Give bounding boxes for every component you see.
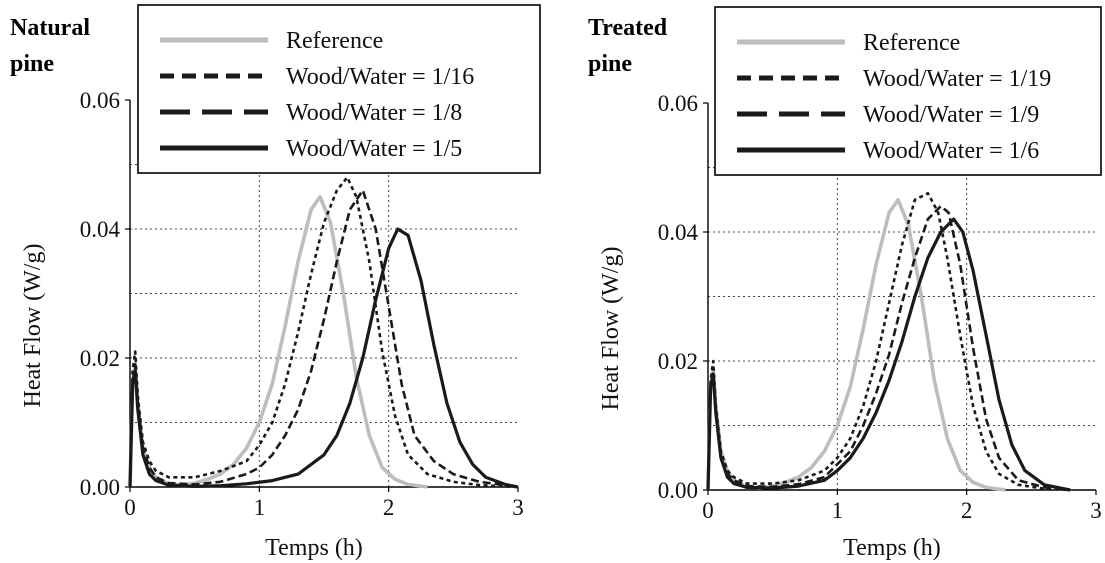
- y-tick-label: 0.04: [658, 220, 699, 245]
- panel-title-line1: Natural: [10, 15, 90, 41]
- legend-box: [137, 4, 541, 174]
- y-tick-label: 0.06: [658, 91, 698, 116]
- series-line: [706, 217, 1071, 492]
- y-tick-label: 0.02: [658, 349, 698, 374]
- legend-label: Reference: [863, 30, 960, 56]
- y-tick-label: 0.00: [658, 478, 698, 503]
- legend: Reference Wood/Water = 1/16 Wood/Water = 1…: [137, 4, 541, 174]
- series-line: [706, 204, 1071, 492]
- legend-label: Wood/Water = 1/5: [286, 136, 462, 162]
- series-line: [128, 227, 519, 489]
- x-tick-label: 3: [1090, 498, 1102, 523]
- x-tick-label: 0: [702, 498, 714, 523]
- series-line: [128, 189, 519, 489]
- legend-label: Wood/Water = 1/9: [863, 102, 1039, 128]
- panel-title: Natural pine: [10, 10, 90, 82]
- y-axis-label: Heat Flow (W/g): [598, 247, 624, 411]
- legend-label: Wood/Water = 1/8: [286, 100, 462, 126]
- y-tick-label: 0.06: [80, 88, 120, 113]
- x-tick-label: 1: [254, 495, 266, 520]
- x-tick-label: 0: [124, 495, 136, 520]
- legend-label: Reference: [286, 28, 383, 54]
- series-lines: [706, 192, 1071, 492]
- chart-panel-natural-pine: 0.00 0.02 0.04 0.06 0 1 2 3 Temps (h) Heat Flow (…: [10, 4, 541, 561]
- y-tick-label: 0.02: [80, 346, 120, 371]
- panel-title: Treated pine: [588, 10, 667, 82]
- y-tick-label: 0.04: [80, 217, 121, 242]
- series-line: [706, 198, 1006, 492]
- legend-label: Wood/Water = 1/6: [863, 138, 1039, 164]
- x-axis-label: Temps (h): [265, 535, 363, 561]
- x-tick-label: 1: [832, 498, 844, 523]
- series-lines: [128, 176, 519, 489]
- x-tick-label: 2: [961, 498, 973, 523]
- legend-label: Wood/Water = 1/19: [863, 66, 1051, 92]
- y-axis-label: Heat Flow (W/g): [20, 244, 46, 408]
- legend-label: Wood/Water = 1/16: [286, 64, 474, 90]
- chart-panel-treated-pine: 0.00 0.02 0.04 0.06 0 1 2 3 Temps (h) Heat Flow (…: [578, 0, 1105, 563]
- x-tick-label: 2: [383, 495, 395, 520]
- series-line: [128, 176, 519, 489]
- legend: Reference Wood/Water = 1/19 Wood/Water = 1…: [714, 6, 1102, 176]
- chart-svg-natural-pine: 0.00 0.02 0.04 0.06 0 1 2 3 Temps (h) Heat Flow (…: [20, 4, 541, 561]
- chart-svg-treated-pine: 0.00 0.02 0.04 0.06 0 1 2 3 Temps (h) Heat Flow (…: [598, 6, 1102, 561]
- y-tick-label: 0.00: [80, 475, 120, 500]
- x-tick-label: 3: [512, 495, 524, 520]
- x-axis-label: Temps (h): [843, 535, 941, 561]
- panel-title-line2: pine: [10, 51, 55, 77]
- panel-title-line2: pine: [588, 51, 633, 77]
- panel-title-line1: Treated: [588, 15, 668, 41]
- legend-box: [714, 6, 1102, 176]
- series-line: [706, 192, 1071, 492]
